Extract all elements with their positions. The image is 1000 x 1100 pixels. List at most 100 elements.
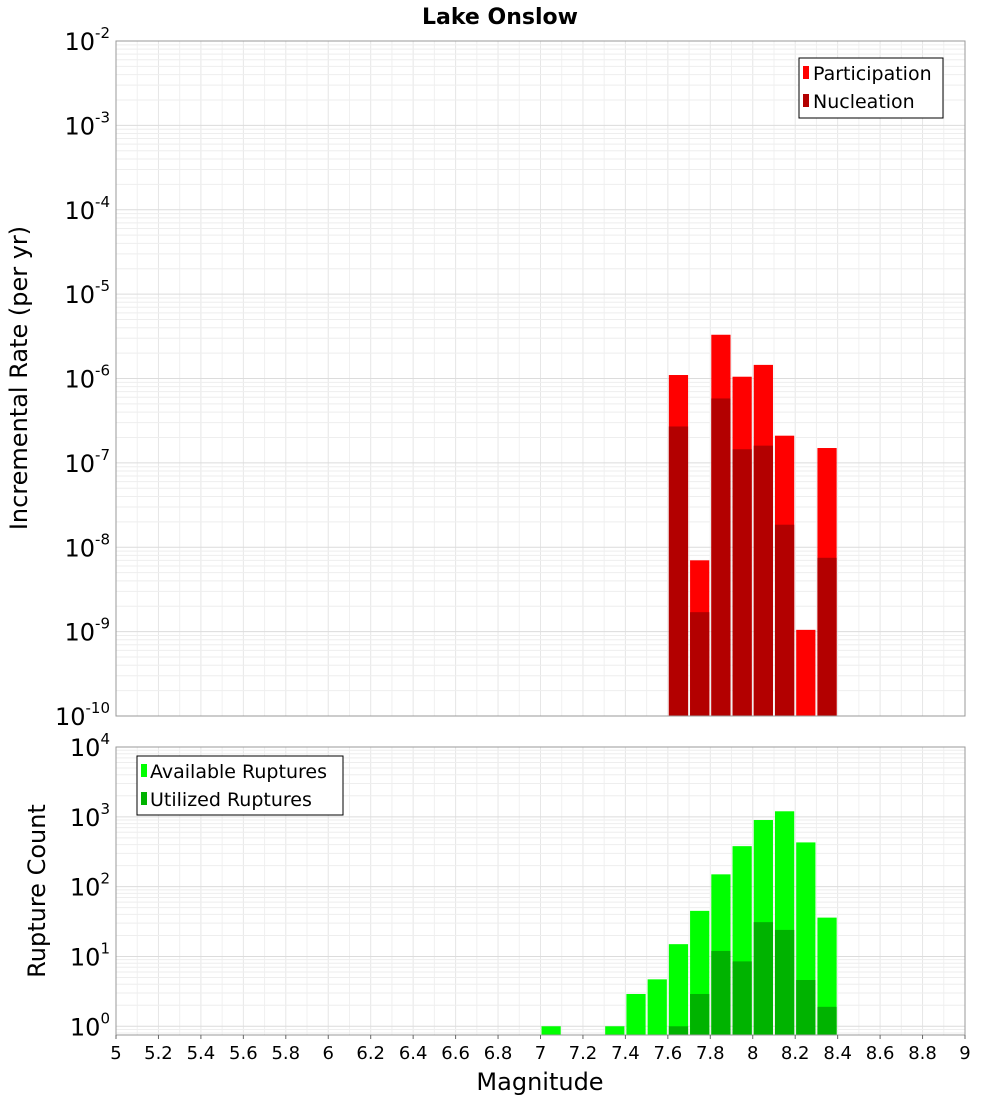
bottom-y-tick-base: 10	[70, 943, 101, 971]
participation-bar	[796, 629, 816, 716]
legend-label-nucleation: Nucleation	[813, 91, 915, 113]
x-axis-label: Magnitude	[476, 1068, 603, 1096]
bottom-y-tick-exponent: 1	[100, 939, 110, 957]
top-y-tick-exponent: -2	[95, 24, 110, 42]
available-ruptures-bar	[605, 1026, 625, 1035]
bottom-y-tick-label: 103	[70, 800, 110, 832]
bottom-legend-box	[136, 755, 344, 816]
top-y-tick-label: 10-2	[64, 24, 110, 56]
utilized-ruptures-bar	[817, 1006, 837, 1035]
top-y-tick-label: 10-3	[64, 108, 110, 140]
x-tick-label: 8.2	[781, 1043, 810, 1064]
top-y-tick-label: 10-5	[64, 277, 110, 309]
x-tick-label: 5.4	[187, 1043, 216, 1064]
utilized-ruptures-bar	[774, 929, 795, 1035]
x-tick-label: 5.6	[229, 1043, 258, 1064]
legend-label-available: Available Ruptures	[150, 761, 327, 783]
nucleation-bar	[753, 445, 773, 716]
legend-swatch-utilized	[141, 792, 147, 805]
x-tick-label: 5.2	[144, 1043, 173, 1064]
top-y-tick-label: 10-7	[64, 446, 110, 478]
bottom-utilized-bars	[668, 922, 837, 1035]
x-tick-label: 8.6	[866, 1043, 895, 1064]
x-tick-label: 5.8	[271, 1043, 300, 1064]
top-y-tick-base: 10	[64, 28, 95, 56]
bottom-y-axis-label: Rupture Count	[23, 804, 51, 978]
x-tick-label: 6.6	[441, 1043, 470, 1064]
x-tick-label: 8.8	[908, 1043, 937, 1064]
top-y-tick-exponent: -6	[95, 362, 110, 380]
top-y-tick-exponent: -7	[95, 446, 110, 464]
available-ruptures-bar	[541, 1026, 561, 1035]
bottom-y-tick-exponent: 0	[100, 1009, 110, 1027]
top-y-tick-label: 10-8	[64, 530, 110, 562]
available-ruptures-bar	[817, 917, 837, 1035]
top-legend: Participation Nucleation	[798, 57, 944, 119]
top-y-tick-base: 10	[55, 703, 86, 731]
x-tick-label: 7.2	[569, 1043, 598, 1064]
top-y-tick-label: 10-6	[64, 362, 110, 394]
bottom-y-tick-base: 10	[70, 1013, 101, 1041]
top-y-tick-base: 10	[64, 619, 95, 647]
x-tick-label: 6.8	[484, 1043, 513, 1064]
top-y-tick-exponent: -4	[95, 193, 110, 211]
x-tick-label: 6	[323, 1043, 334, 1064]
top-y-tick-base: 10	[64, 281, 95, 309]
top-y-tick-base: 10	[64, 112, 95, 140]
bottom-y-tick-label: 100	[70, 1009, 110, 1041]
nucleation-bar	[690, 612, 710, 716]
utilized-ruptures-bar	[690, 993, 710, 1035]
utilized-ruptures-bar	[732, 961, 752, 1035]
top-y-tick-base: 10	[64, 450, 95, 478]
top-y-tick-exponent: -9	[95, 615, 110, 633]
top-nucleation-bars	[668, 398, 837, 716]
top-legend-box	[798, 57, 944, 119]
bottom-y-tick-exponent: 3	[100, 800, 110, 818]
top-y-tick-label: 10-9	[64, 615, 110, 647]
bottom-y-tick-base: 10	[70, 734, 101, 762]
top-y-tick-exponent: -10	[86, 699, 111, 717]
available-ruptures-bar	[626, 993, 646, 1035]
bottom-y-tick-exponent: 4	[100, 730, 110, 748]
chart-title: Lake Onslow	[422, 5, 578, 30]
nucleation-bar	[774, 524, 795, 716]
available-ruptures-bar	[647, 979, 667, 1035]
top-y-tick-label: 10-10	[55, 699, 110, 731]
top-grid	[115, 40, 966, 717]
bottom-legend: Available Ruptures Utilized Ruptures	[136, 755, 344, 816]
x-tick-label: 7.8	[696, 1043, 725, 1064]
utilized-ruptures-bar	[753, 922, 773, 1035]
top-y-tick-label: 10-4	[64, 193, 110, 225]
x-tick-labels: 5 5.2 5.4 5.6 5.8 6 6.2 6.4 6.6 6.8 7 7.2 7.4 7.6 7.8 8…	[110, 1035, 971, 1064]
utilized-ruptures-bar	[668, 1026, 689, 1035]
top-y-tick-exponent: -8	[95, 530, 110, 548]
top-y-tick-exponent: -3	[95, 108, 110, 126]
x-tick-label: 7.4	[611, 1043, 640, 1064]
bottom-y-tick-base: 10	[70, 874, 101, 902]
bottom-y-tick-exponent: 2	[100, 870, 110, 888]
bottom-y-tick-base: 10	[70, 804, 101, 832]
nucleation-bar	[817, 557, 837, 716]
top-y-tick-base: 10	[64, 197, 95, 225]
utilized-ruptures-bar	[711, 950, 731, 1035]
x-tick-label: 7.6	[654, 1043, 683, 1064]
top-y-tick-base: 10	[64, 366, 95, 394]
nucleation-bar	[668, 426, 689, 716]
legend-label-participation: Participation	[813, 63, 932, 85]
bottom-y-tick-label: 104	[70, 730, 110, 762]
x-tick-label: 9	[959, 1043, 970, 1064]
nucleation-bar	[711, 398, 731, 716]
x-tick-label: 6.4	[399, 1043, 428, 1064]
top-y-tick-exponent: -5	[95, 277, 110, 295]
legend-swatch-nucleation	[803, 94, 809, 107]
x-tick-label: 6.2	[356, 1043, 385, 1064]
top-y-axis-label: Incremental Rate (per yr)	[5, 226, 33, 530]
nucleation-bar	[732, 449, 752, 716]
legend-label-utilized: Utilized Ruptures	[150, 789, 312, 811]
available-ruptures-bar	[668, 944, 689, 1035]
